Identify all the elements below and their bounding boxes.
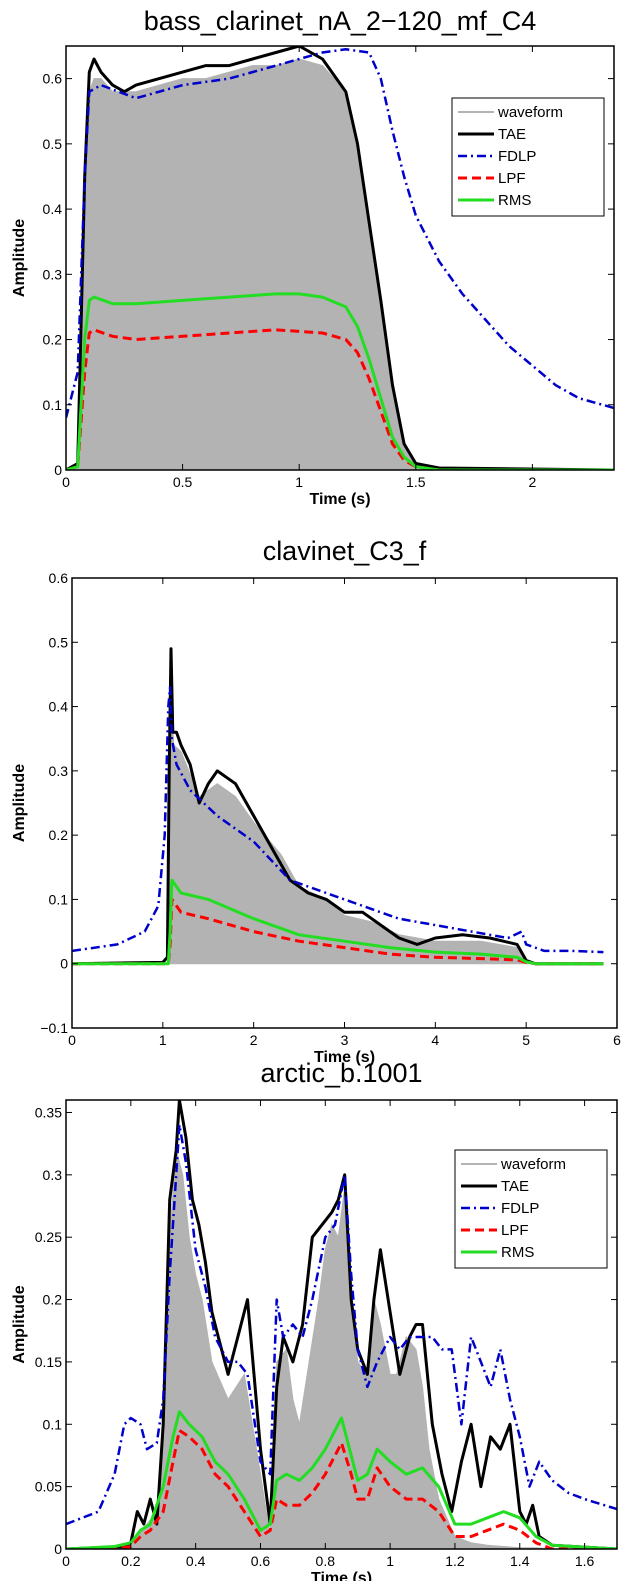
y-tick-label: 0.1: [43, 397, 63, 413]
x-tick-label: 1.5: [406, 474, 426, 490]
x-tick-label: 0: [62, 1553, 70, 1569]
legend-label-lpf: LPF: [501, 1222, 529, 1239]
y-tick-label: −0.1: [40, 1020, 68, 1036]
x-tick-label: 3: [341, 1032, 349, 1048]
x-axis-label: Time (s): [311, 1570, 372, 1581]
y-tick-label: 0.4: [49, 699, 69, 715]
legend-label-tae: TAE: [498, 126, 526, 143]
y-tick-label: 0.35: [35, 1104, 62, 1120]
y-tick-label: 0.1: [49, 891, 69, 907]
y-tick-label: 0.05: [35, 1479, 62, 1495]
series-rms-line: [66, 1410, 617, 1549]
series-tae-line: [66, 46, 614, 470]
data-layer: [72, 647, 604, 966]
x-tick-label: 2: [250, 1032, 258, 1048]
y-axis-label: Amplitude: [11, 764, 28, 842]
x-tick-label: 0.6: [251, 1553, 271, 1569]
chart-title: arctic_b.1001: [260, 1058, 422, 1088]
chart-panel-0: bass_clarinet_nA_2−120_mf_C4 0 0.5 1 1.5 2 0 0.…: [11, 6, 615, 508]
axes-frame: [65, 1099, 618, 1550]
x-tick-label: 0.4: [186, 1553, 206, 1569]
series-lpf-line: [66, 328, 614, 470]
series-rms-line: [66, 292, 614, 470]
chart-title: clavinet_C3_f: [263, 536, 427, 566]
series-rms-line: [72, 878, 604, 966]
legend-label-waveform: waveform: [497, 104, 563, 121]
legend-label-fdlp: FDLP: [501, 1200, 539, 1217]
y-tick-label: 0.1: [43, 1416, 63, 1432]
y-tick-label: 0.2: [43, 1292, 63, 1308]
y-tick-label: 0: [54, 1541, 62, 1557]
x-tick-label: 0.2: [121, 1553, 141, 1569]
y-tick-label: 0.3: [43, 1167, 63, 1183]
x-tick-label: 6: [613, 1032, 621, 1048]
x-tick-label: 5: [522, 1032, 530, 1048]
y-tick-label: 0.2: [49, 827, 69, 843]
x-tick-label: 1.4: [510, 1553, 530, 1569]
x-tick-label: 0.5: [173, 474, 193, 490]
legend-label-rms: RMS: [498, 192, 531, 209]
x-axis-label: Time (s): [314, 1049, 375, 1066]
y-tick-label: 0.3: [43, 266, 63, 282]
x-tick-label: 1: [295, 474, 303, 490]
series-lpf-line: [66, 1429, 617, 1549]
legend-label-tae: TAE: [501, 1178, 529, 1195]
series-tae-line: [66, 1100, 617, 1549]
y-tick-label: 0: [54, 462, 62, 478]
x-tick-label: 1: [386, 1553, 394, 1569]
y-tick-label: 0.15: [35, 1354, 62, 1370]
series-fdlp-line: [72, 686, 604, 954]
x-axis-label: Time (s): [309, 491, 370, 508]
legend: waveform TAE FDLP LPF RMS: [451, 97, 605, 217]
y-tick-label: 0.5: [43, 136, 63, 152]
axes-frame: [65, 45, 615, 471]
y-axis-label: Amplitude: [11, 1285, 28, 1363]
y-axis-label: Amplitude: [11, 219, 28, 297]
chart-panel-2: arctic_b.1001 0 0.2 0.4 0.6 0.8 1 1.2 1.4 1.6 0 0.0…: [11, 1058, 618, 1581]
chart-panel-1: clavinet_C3_f0 1 2 3 4 5 6−0.100.10.20.30.40.5…: [11, 536, 621, 1066]
x-tick-label: 4: [431, 1032, 439, 1048]
x-tick-label: 0.8: [316, 1553, 336, 1569]
y-tick-label: 0.2: [43, 332, 63, 348]
x-tick-label: 1.6: [575, 1553, 595, 1569]
data-layer: [66, 46, 614, 470]
legend-label-lpf: LPF: [498, 170, 526, 187]
legend: waveform TAE FDLP LPF RMS: [454, 1149, 608, 1269]
y-tick-label: 0.5: [49, 634, 69, 650]
y-tick-label: 0: [60, 956, 68, 972]
y-tick-label: 0.6: [43, 71, 63, 87]
chart-title: bass_clarinet_nA_2−120_mf_C4: [144, 6, 537, 36]
legend-label-fdlp: FDLP: [498, 148, 536, 165]
x-tick-label: 0: [68, 1032, 76, 1048]
series-fdlp-line: [66, 1123, 617, 1526]
data-layer: [66, 1100, 617, 1549]
legend-label-rms: RMS: [501, 1244, 534, 1261]
x-tick-label: 2: [528, 474, 536, 490]
x-tick-label: 1.2: [445, 1553, 465, 1569]
y-tick-label: 0.6: [49, 570, 69, 586]
y-tick-label: 0.25: [35, 1229, 62, 1245]
y-tick-label: 0.4: [43, 201, 63, 217]
x-tick-label: 0: [62, 474, 70, 490]
y-tick-label: 0.3: [49, 763, 69, 779]
legend-label-waveform: waveform: [500, 1156, 566, 1173]
x-tick-label: 1: [159, 1032, 167, 1048]
